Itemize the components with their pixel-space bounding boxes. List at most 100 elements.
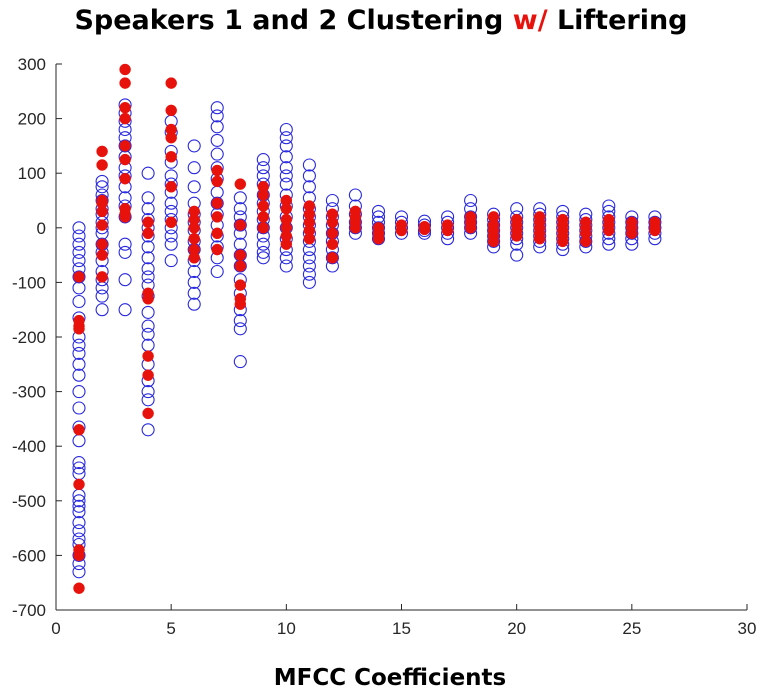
open-point	[302, 180, 316, 194]
open-point	[95, 303, 109, 317]
filled-point	[119, 101, 131, 114]
open-point	[187, 297, 201, 311]
open-point	[510, 248, 524, 262]
filled-point	[556, 235, 569, 248]
open-point	[164, 196, 178, 210]
open-point	[141, 385, 155, 399]
y-tick-label: 0	[37, 219, 46, 238]
y-tick-label: -200	[12, 328, 46, 347]
open-point	[325, 251, 339, 265]
open-point	[141, 166, 155, 180]
open-point	[72, 221, 86, 235]
filled-point	[303, 232, 316, 245]
open-point	[141, 240, 155, 254]
open-point	[72, 245, 86, 259]
open-point	[279, 169, 293, 183]
open-point	[187, 286, 201, 300]
y-tick-label: 300	[18, 55, 46, 74]
filled-point	[188, 232, 200, 245]
filled-point	[441, 224, 454, 237]
y-tick-label: -300	[12, 383, 46, 402]
open-point	[210, 133, 224, 147]
axes	[55, 64, 747, 611]
filled-point	[257, 222, 270, 234]
open-point	[233, 314, 247, 328]
open-point	[302, 158, 316, 172]
open-point	[302, 275, 316, 289]
open-point	[118, 245, 132, 259]
filled-point	[234, 298, 247, 310]
filled-point	[142, 407, 154, 420]
y-tick-label: -500	[12, 492, 46, 511]
open-point	[72, 346, 86, 360]
x-tick-label: 25	[622, 619, 641, 638]
filled-point	[234, 219, 247, 231]
open-point	[256, 161, 270, 175]
open-point	[187, 275, 201, 289]
open-point	[233, 191, 247, 205]
open-point	[72, 565, 86, 579]
open-point	[279, 161, 293, 175]
y-tick-label: -400	[12, 437, 46, 456]
open-point	[256, 251, 270, 265]
open-point	[210, 101, 224, 115]
open-point	[141, 202, 155, 216]
filled-point	[142, 293, 154, 305]
open-point	[72, 456, 86, 470]
filled-point	[580, 235, 592, 248]
open-point	[302, 169, 316, 183]
open-point	[72, 357, 86, 371]
open-point	[72, 524, 86, 538]
x-tick-label: 20	[507, 619, 526, 638]
open-point	[233, 322, 247, 336]
open-point	[118, 139, 132, 153]
filled-point	[142, 369, 154, 381]
open-point	[602, 199, 616, 213]
open-point	[302, 267, 316, 281]
filled-point	[234, 260, 247, 272]
open-point	[72, 461, 86, 475]
filled-point	[73, 323, 85, 335]
open-point	[95, 289, 109, 303]
open-point	[210, 120, 224, 134]
open-point	[95, 180, 109, 194]
open-point	[233, 355, 247, 369]
open-point	[210, 147, 224, 161]
filled-point	[533, 232, 546, 245]
filled-point	[73, 478, 85, 491]
open-point	[187, 139, 201, 153]
chart-title: Speakers 1 and 2 Clustering w/ Liftering	[74, 5, 687, 36]
open-point	[72, 499, 86, 513]
filled-point	[326, 252, 339, 264]
filled-point	[349, 222, 362, 234]
open-point	[210, 264, 224, 279]
open-point	[210, 185, 224, 199]
open-point	[141, 327, 155, 341]
open-point	[72, 494, 86, 508]
filled-point	[119, 140, 131, 152]
filled-point	[257, 211, 270, 223]
title-segment: w/	[513, 5, 548, 36]
y-tick-label: -700	[12, 601, 46, 620]
open-point	[279, 122, 293, 137]
filled-point	[165, 104, 177, 117]
open-point	[256, 237, 270, 251]
filled-point	[211, 243, 223, 256]
filled-point	[142, 216, 154, 229]
filled-point	[603, 224, 615, 237]
filled-point	[234, 279, 247, 291]
open-point	[141, 319, 155, 333]
filled-point	[372, 232, 385, 245]
open-point	[72, 338, 86, 352]
open-point	[72, 368, 86, 382]
filled-point	[280, 202, 293, 215]
open-point	[279, 251, 293, 265]
y-tick-label: -100	[12, 273, 46, 292]
open-point	[187, 264, 201, 279]
filled-point	[211, 197, 223, 209]
filled-point	[326, 227, 339, 240]
x-tick-label: 0	[51, 619, 60, 638]
filled-point	[96, 159, 108, 171]
y-axis-ticks: 300 200 100 0 -100 -200 -300 -400 -500 -600 -700	[12, 55, 62, 620]
open-point	[256, 245, 270, 259]
